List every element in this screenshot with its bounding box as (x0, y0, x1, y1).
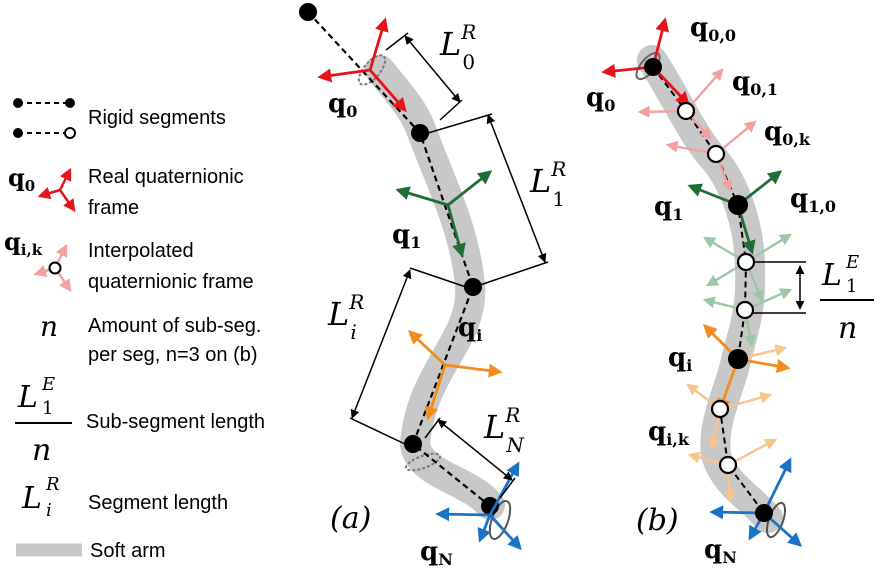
panel-b-node-qi (728, 349, 748, 369)
panel-b-label-q0: q0 (586, 83, 615, 115)
svg-text:n: n (32, 433, 51, 468)
svg-text:L: L (17, 380, 38, 415)
legend-seg-length-label: Segment length (88, 492, 228, 514)
panel-b-label-L1E-fraction: L E 1 n (820, 252, 874, 346)
legend-real-frame-line1: Real quaternionic (88, 166, 244, 188)
legend-q0-symbol: q0 (8, 163, 35, 195)
panel-b-node-qi1 (710, 399, 730, 419)
panel-a-dim-Li (349, 267, 467, 445)
panel-b-label: (b) (636, 503, 679, 538)
panel-b-node-qik (718, 455, 738, 475)
panel-a-label-q0: q0 (328, 89, 357, 121)
svg-text:E: E (41, 374, 55, 395)
panel-b-node-q01 (676, 101, 696, 121)
panel-a-label-LN: LR N (483, 403, 525, 457)
panel-b-node-q10 (728, 195, 748, 215)
svg-text:1: 1 (846, 276, 857, 297)
panel-b-label-q1: q1 (654, 192, 683, 224)
panel-b-node-q0k (706, 144, 726, 164)
legend-real-frame-icon (37, 167, 76, 213)
svg-text:E: E (845, 252, 859, 273)
svg-text:R: R (45, 474, 60, 495)
svg-text:n: n (838, 311, 857, 346)
panel-a-dim-L0 (385, 32, 463, 121)
panel-a-label-L0: LR 0 (439, 20, 476, 74)
panel-a-node-end (481, 497, 499, 515)
panel-a-node-i (464, 278, 482, 296)
legend-qik-symbol: qi,k (4, 227, 43, 259)
panel-a-label-qi: qi (458, 313, 482, 345)
legend-seg-length-symbol: L R i (21, 474, 60, 521)
legend-real-frame-line2: frame (88, 197, 139, 219)
legend-sub-length-label: Sub-segment length (86, 411, 265, 433)
panel-b-node-q00 (644, 58, 662, 76)
legend-interp-node (48, 261, 62, 275)
legend-soft-arm-label: Soft arm (90, 540, 166, 562)
legend-amount-line1: Amount of sub-seg. (88, 315, 261, 337)
panel-b-node-q12 (735, 300, 755, 320)
panel-b-label-q0k: q0,k (764, 117, 811, 149)
panel-a-frame-q0 (317, 17, 407, 113)
svg-text:i: i (46, 500, 52, 521)
panel-a-dim-L1 (427, 113, 549, 286)
panel-a-frame-qN (435, 461, 522, 551)
panel-b-node-q11 (736, 252, 756, 272)
legend-n-symbol: n (40, 310, 58, 343)
panel-b-label-qN: qN (704, 535, 737, 567)
panel-a: LR 0 LR 1 LR i LR N q0 q1 qi qN (a) (299, 3, 566, 569)
svg-text:L: L (821, 258, 842, 293)
panel-b: L E 1 n q0,0 q0,1 q0,k q0 q1 q1,0 qi qi,… (586, 13, 874, 567)
panel-a-label: (a) (330, 501, 371, 536)
panel-b-soft-arm (637, 45, 783, 533)
legend-rigid-segment-closed (13, 98, 75, 108)
panel-b-label-q00: q0,0 (690, 13, 736, 45)
svg-text:L: L (21, 481, 42, 516)
panel-a-frame-qi (407, 330, 503, 421)
legend-interp-frame-line1: Interpolated (88, 240, 194, 262)
panel-b-label-qik: qi,k (648, 417, 690, 449)
legend-sub-length-fraction: L E 1 n (15, 374, 72, 468)
panel-b-label-q10: q1,0 (790, 184, 836, 216)
panel-b-label-q01: q0,1 (732, 67, 778, 99)
panel-a-node-3 (404, 435, 422, 453)
panel-a-label-Li: LR i (327, 290, 364, 344)
panel-a-base-ellipse-top (357, 54, 387, 86)
panel-b-dim-sub-segment (753, 261, 806, 314)
svg-text:1: 1 (42, 398, 53, 419)
legend: Rigid segments q0 Real quaternionic fram… (4, 98, 265, 562)
panel-a-frame-q1 (395, 170, 493, 258)
legend-rigid-segment-open (13, 127, 76, 139)
panel-a-label-q1: q1 (392, 220, 421, 252)
panel-b-node-qN (755, 504, 773, 522)
panel-b-label-qi: qi (668, 343, 692, 375)
panel-a-label-L1: LR 1 (529, 157, 566, 211)
panel-a-label-qN: qN (420, 537, 453, 569)
legend-interp-frame-line2: quaternionic frame (88, 271, 254, 293)
panel-a-node-1 (411, 124, 429, 142)
legend-amount-line2: per seg, n=3 on (b) (88, 344, 258, 366)
panel-a-dim-LN (424, 417, 516, 499)
legend-rigid-segments-label: Rigid segments (88, 107, 226, 129)
panel-a-node-start (299, 3, 317, 21)
